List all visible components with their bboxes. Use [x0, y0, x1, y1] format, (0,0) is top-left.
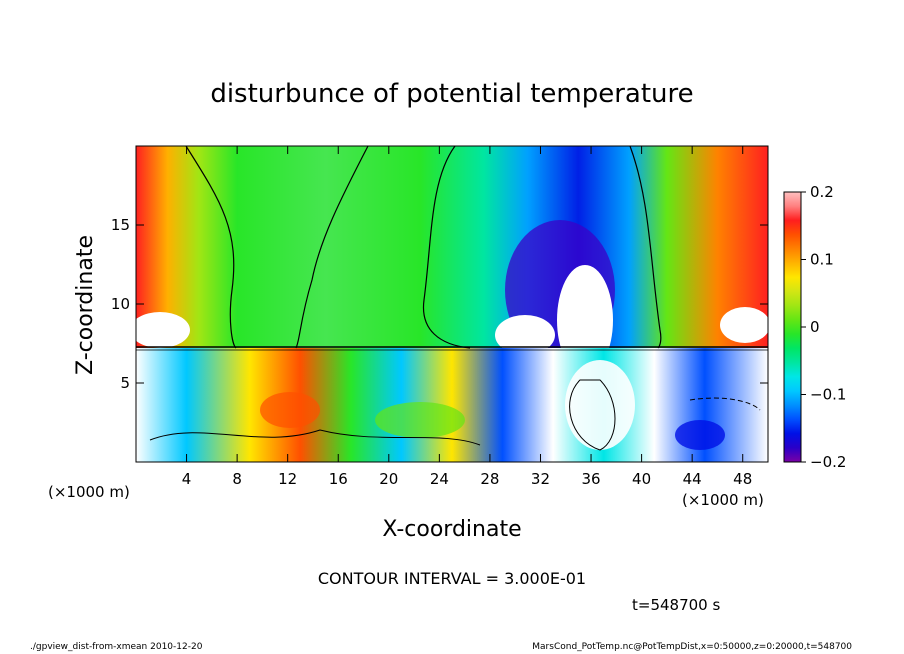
colorbar: 0.2 0.1 0 −0.1 −0.2	[783, 183, 846, 471]
x-tick-label: 8	[232, 470, 242, 488]
contour-line	[569, 379, 616, 451]
colorbar-tick-label: 0.2	[810, 183, 834, 201]
white-bubble	[720, 307, 768, 343]
y-axis: 5 10 15	[111, 216, 768, 392]
y-tick-label: 10	[111, 295, 130, 313]
plot-area	[136, 146, 768, 462]
contour-interval: CONTOUR INTERVAL = 3.000E-01	[318, 569, 586, 588]
x-axis-label: X-coordinate	[382, 517, 521, 542]
y-axis-label: Z-coordinate	[73, 235, 98, 375]
y-tick-label: 15	[111, 216, 130, 234]
chart-title: disturbunce of potential temperature	[210, 79, 693, 109]
x-tick-label: 36	[581, 470, 600, 488]
white-bubble	[136, 312, 190, 348]
colorbar-tick-label: 0	[810, 318, 820, 336]
lower-field	[136, 348, 768, 462]
x-tick-label: 24	[430, 470, 449, 488]
y-unit-label: (×1000 m)	[682, 491, 764, 509]
x-axis: 4 8 12 16 20 24 28 32 36 40 44 48	[182, 146, 752, 488]
colorbar-fill	[784, 192, 801, 462]
contour-line	[185, 146, 237, 349]
x-tick-label: 44	[683, 470, 702, 488]
x-tick-label: 40	[632, 470, 651, 488]
contour-line	[689, 397, 761, 411]
contour-line	[629, 146, 662, 349]
x-unit-label: (×1000 m)	[48, 483, 130, 501]
x-tick-label: 16	[329, 470, 348, 488]
colorbar-tick-label: −0.2	[810, 453, 846, 471]
upper-field	[136, 146, 768, 348]
y-tick-label: 5	[120, 374, 130, 392]
x-tick-label: 12	[278, 470, 297, 488]
white-bubble	[495, 315, 555, 355]
blue-patch	[675, 420, 725, 450]
x-tick-label: 48	[733, 470, 752, 488]
red-patch	[260, 392, 320, 428]
x-tick-label: 28	[480, 470, 499, 488]
colorbar-tick-label: 0.1	[810, 251, 834, 269]
x-tick-label: 20	[379, 470, 398, 488]
time-label: t=548700 s	[632, 596, 720, 614]
white-patch	[565, 360, 635, 450]
colorbar-tick-label: −0.1	[810, 386, 846, 404]
footer-left: ./gpview_dist-from-xmean 2010-12-20	[30, 642, 203, 652]
footer-right: MarsCond_PotTemp.nc@PotTempDist,x=0:5000…	[532, 642, 852, 652]
contour-line	[422, 146, 471, 349]
contour-line	[149, 429, 481, 446]
x-tick-label: 4	[182, 470, 192, 488]
contour-line	[295, 146, 369, 349]
green-patch	[375, 402, 465, 438]
x-tick-label: 32	[531, 470, 550, 488]
